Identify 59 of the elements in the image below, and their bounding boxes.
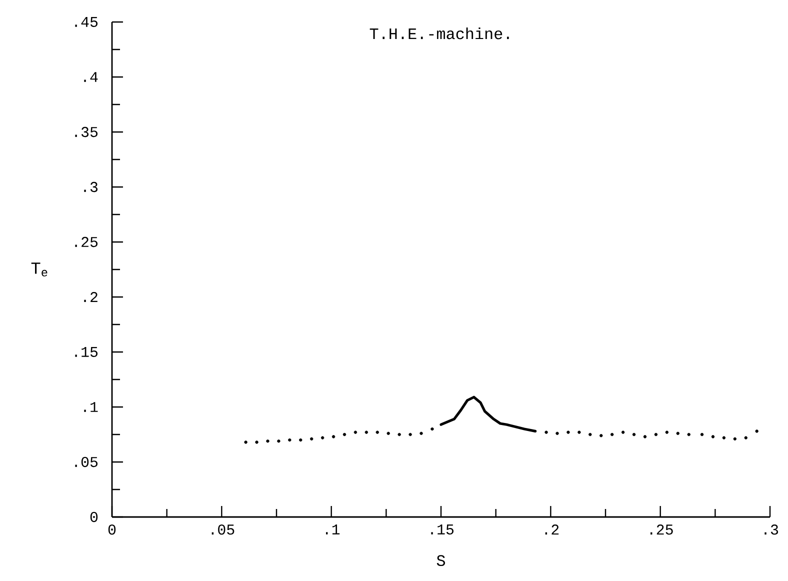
x-axis-title: S [436,555,446,566]
point [544,430,548,434]
y-tick-label: 0 [90,512,98,522]
point [687,432,690,436]
x-tick-label: .15 [431,524,454,535]
point [420,432,423,435]
point [588,432,592,436]
y-tick-label: .3 [84,182,98,192]
point [665,430,669,434]
y-tick-label: .25 [75,236,98,248]
point [600,434,603,438]
x-tick-label: 0 [108,524,116,535]
x-tick-label: .05 [212,524,234,535]
y-tick-label: .15 [75,347,98,357]
point [654,432,658,436]
point [244,440,248,444]
y-axis-title: T$_{e}$ [31,262,48,276]
point [632,432,636,436]
chart-title: T.H.E.-machine. [370,28,509,40]
point [320,436,324,440]
point [332,435,336,438]
y-tick-label: .45 [75,17,98,27]
y-tick-label: .2 [84,292,98,302]
point [744,436,748,440]
point [364,430,368,434]
point [676,432,680,435]
point [266,440,270,443]
point [342,432,346,436]
point [700,432,704,436]
y-tick-label: .4 [84,72,98,82]
point [643,435,647,438]
y-tick-label: .35 [75,126,98,138]
x-tick-label: .2 [545,524,559,535]
y-tick-label: .1 [84,402,98,412]
point [566,430,570,434]
x-tick-label: .3 [764,524,778,535]
point [610,432,614,436]
point [310,437,314,440]
point [255,440,258,444]
point [556,432,559,435]
point [755,430,758,433]
point [376,430,379,434]
point [722,436,726,440]
x-tick-label: .25 [650,524,673,535]
point [299,438,302,442]
point [733,437,737,440]
y-tick-label: .05 [75,456,98,468]
point [288,438,292,442]
point [430,427,434,431]
point [578,430,581,434]
point [398,432,401,436]
point [408,432,412,436]
point [277,440,280,443]
line-series [440,396,537,432]
x-tick-label: .1 [326,524,340,534]
point [621,430,625,434]
point [711,435,715,438]
point [386,432,390,435]
point [354,430,358,434]
